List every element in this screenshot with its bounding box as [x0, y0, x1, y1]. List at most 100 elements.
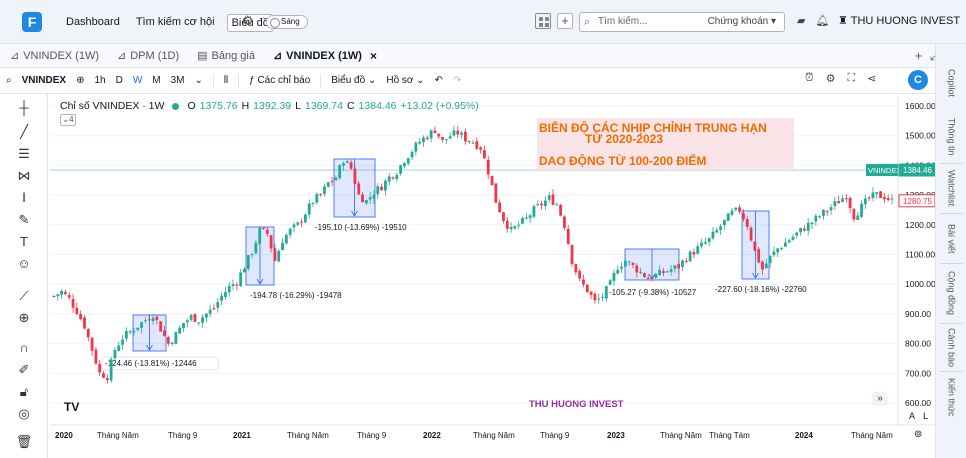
search-category-select[interactable]: Chứng khoán ▾ — [707, 16, 776, 27]
candle-body — [258, 227, 262, 244]
candle-type-icon[interactable]: ⫴ — [223, 75, 229, 86]
magnet-icon[interactable]: ∩ — [19, 340, 29, 355]
x-tick-label: 2023 — [607, 431, 625, 440]
chat-icon[interactable]: ▰ — [797, 15, 806, 27]
candle-body — [555, 204, 559, 206]
chart-menu-button[interactable]: Biểu đồ ⌄ — [331, 75, 377, 86]
lock-drawing-icon[interactable]: ✐ — [18, 362, 30, 377]
candle-body — [132, 331, 136, 333]
crosshair-icon[interactable]: ┼ — [19, 100, 29, 115]
sidebar-item-copilot[interactable]: Copilot — [946, 68, 957, 97]
tab-vnindex-1w-a[interactable]: ⊿ VNINDEX (1W) — [10, 49, 99, 63]
candle-body — [353, 168, 357, 184]
ruler-icon[interactable]: ⟋ — [19, 288, 29, 303]
text-icon[interactable]: T — [20, 234, 28, 249]
emoji-icon[interactable]: ☺ — [17, 256, 31, 271]
fib-icon[interactable]: Ⅰ — [22, 190, 26, 205]
eye-icon[interactable]: ◎ — [18, 406, 30, 421]
layout-grid-icon[interactable] — [535, 13, 551, 29]
tab-dpm-1d[interactable]: ⊿ DPM (1D) — [117, 49, 180, 63]
settings-icon[interactable]: ⚙ — [825, 73, 836, 85]
bell-icon[interactable]: 🔔︎ — [815, 15, 830, 27]
expand-icon[interactable]: ⤢ — [930, 48, 940, 63]
candle-body — [616, 269, 620, 274]
candle-body — [719, 226, 722, 230]
indicators-button[interactable]: ƒ Các chỉ báo — [249, 75, 311, 86]
timeframe-m[interactable]: M — [152, 75, 161, 86]
search-input[interactable]: ⌕ Tìm kiếm... Chứng khoán ▾ — [579, 12, 785, 32]
chart-grid — [50, 105, 896, 404]
profile-menu-button[interactable]: Hồ sơ ⌄ — [386, 75, 425, 86]
candle-body — [700, 242, 703, 247]
brush-icon[interactable]: ✎ — [18, 212, 30, 227]
correction-label: -124.46 (-13.81%) -12446 — [105, 359, 197, 368]
app-logo[interactable]: F — [22, 12, 42, 32]
alert-icon[interactable]: ⏰︎ — [805, 72, 814, 84]
lock-icon[interactable]: 🔓︎ — [19, 384, 29, 399]
chevron-down-icon[interactable]: ⌄ — [194, 75, 203, 86]
tradingview-logo[interactable]: TV — [64, 400, 80, 414]
user-menu[interactable]: ♜ THU HUONG INVEST — [838, 15, 961, 27]
candle-body — [585, 284, 589, 293]
undo-icon[interactable]: ↶ — [434, 75, 444, 86]
symbol-search-icon[interactable]: ⌕ — [6, 75, 12, 86]
sidebar-item-community[interactable]: Cộng đồng — [940, 264, 963, 324]
channel-icon[interactable]: ☰ — [18, 146, 30, 161]
divider — [320, 73, 322, 88]
indicator-collapse-button[interactable]: ⌄4 — [60, 114, 76, 126]
price-tag-bg — [898, 163, 935, 177]
sidebar-item-learn[interactable]: Kiến thức — [946, 377, 957, 417]
add-icon[interactable]: + — [557, 13, 573, 29]
theme-toggle[interactable]: Sáng — [266, 15, 308, 29]
log-scale-button[interactable]: L — [923, 411, 929, 421]
candle-body — [761, 261, 764, 270]
timeframe-1h[interactable]: 1h — [94, 75, 106, 86]
tab-vnindex-1w-active[interactable]: ⊿ VNINDEX (1W) × — [272, 48, 377, 63]
redo-icon[interactable]: ↷ — [453, 75, 462, 86]
price-chart[interactable]: -124.46 (-13.81%) -12446 -194.78 (-16.29%… — [0, 0, 935, 458]
nav-chart[interactable]: Biểu đồ — [226, 14, 274, 32]
status-dot — [172, 102, 180, 110]
close-icon[interactable]: × — [369, 48, 377, 63]
share-icon[interactable]: ⋖ — [867, 73, 877, 85]
time-settings-icon[interactable]: ⊚ — [914, 429, 923, 440]
candle-body — [441, 137, 444, 140]
candle-body — [121, 339, 124, 345]
candle-body — [338, 165, 342, 179]
fullscreen-icon[interactable]: ⛶ — [847, 72, 856, 84]
scroll-to-realtime-button[interactable]: » — [872, 392, 888, 406]
auto-scale-button[interactable]: A — [909, 411, 916, 421]
candle-body — [860, 203, 863, 217]
timeframe-d[interactable]: D — [115, 75, 123, 86]
candle-body — [467, 141, 471, 143]
timeframe-3m[interactable]: 3M — [170, 75, 185, 86]
annotation-box[interactable]: BIÊN ĐỘ CÁC NHỊP CHỈNH TRUNG HẠN TỪ 2020… — [537, 118, 794, 170]
sidebar-item-info[interactable]: Thông tin — [940, 110, 963, 164]
gear-icon[interactable]: ⚙ — [242, 13, 254, 28]
sidebar-item-posts[interactable]: Bài viết — [940, 214, 963, 264]
sidebar-item-alerts[interactable]: Cảnh báo — [940, 324, 963, 372]
add-tab-icon[interactable]: + — [914, 48, 923, 63]
y-tick-label: 800.00 — [905, 339, 931, 349]
timeframe-w[interactable]: W — [132, 75, 143, 86]
trendline-icon[interactable]: ╱ — [20, 124, 28, 139]
symbol-label[interactable]: VNINDEX — [21, 75, 67, 86]
x-tick-label: Tháng Tám — [709, 431, 750, 440]
candle-body — [563, 216, 566, 228]
x-tick-label: Tháng 9 — [168, 431, 198, 440]
candle-body — [578, 270, 582, 279]
candle-body — [791, 236, 795, 240]
copilot-button[interactable]: C — [908, 70, 928, 90]
pitchfork-icon[interactable]: ⋈ — [17, 168, 31, 183]
nav-opportunities[interactable]: Tìm kiếm cơ hội — [135, 16, 215, 28]
tab-price-board[interactable]: ▤ Bảng giá — [197, 49, 255, 63]
nav-dashboard[interactable]: Dashboard — [66, 16, 120, 28]
zoom-in-icon[interactable]: ⊕ — [18, 310, 30, 325]
candle-body — [806, 222, 810, 231]
compare-icon[interactable]: ⊕ — [76, 75, 85, 86]
legend-title[interactable]: Chỉ số VNINDEX · 1W — [60, 100, 165, 112]
trash-icon[interactable]: 🗑︎ — [15, 434, 33, 449]
x-tick-label: 2024 — [795, 431, 813, 440]
sidebar-item-watchlist[interactable]: Watchlist — [940, 164, 963, 214]
table-icon: ▤ — [197, 50, 208, 62]
